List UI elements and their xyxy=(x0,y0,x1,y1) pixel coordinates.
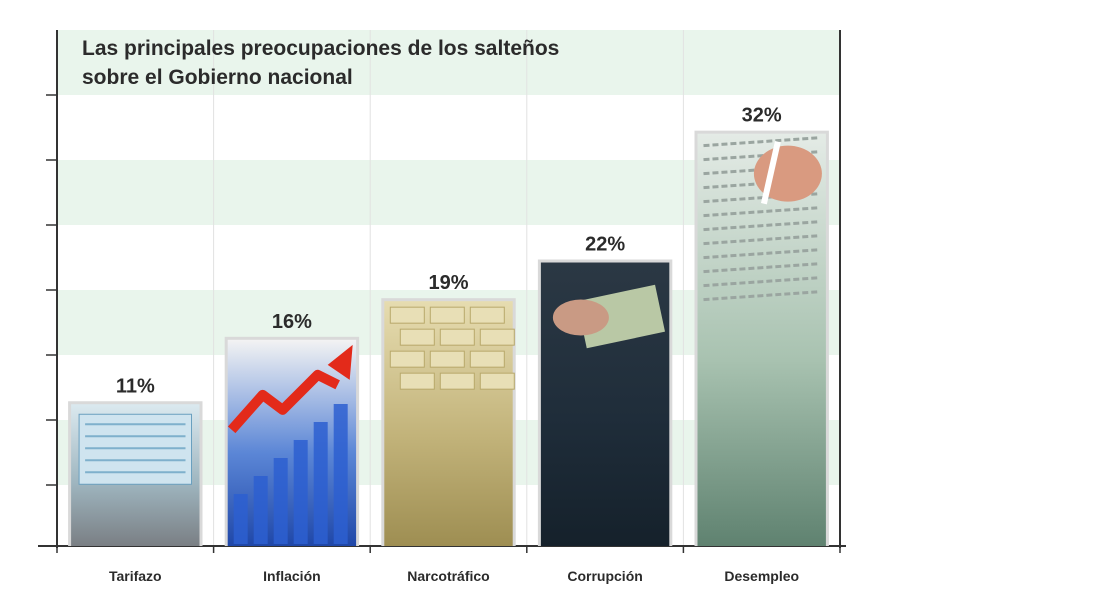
package-block xyxy=(479,328,515,346)
chart-subtitle: sobre el Gobierno nacional xyxy=(82,66,353,89)
category-labels: Tarifazo Inflación Narcotráfico Corrupción D… xyxy=(109,568,799,584)
package-block xyxy=(429,350,465,368)
trend-arrow-line xyxy=(227,369,340,434)
inflation-column xyxy=(293,440,308,544)
bars xyxy=(68,130,829,546)
package-block xyxy=(469,350,505,368)
money-bills xyxy=(576,284,666,349)
inflation-column xyxy=(233,494,248,544)
newspaper-line xyxy=(703,150,821,162)
value-label: 11% xyxy=(116,375,155,397)
value-labels: 11% 16% 19% 22% 32% xyxy=(116,105,782,398)
value-label: 32% xyxy=(742,105,782,127)
newspaper-line xyxy=(703,262,821,274)
package-block xyxy=(389,306,425,324)
pen-shape xyxy=(760,140,781,205)
hand-shape xyxy=(552,299,609,336)
package-block xyxy=(439,372,475,390)
category-label: Tarifazo xyxy=(109,568,162,584)
value-label: 16% xyxy=(272,311,312,333)
category-label: Desempleo xyxy=(724,568,799,584)
newspaper-line xyxy=(703,276,821,288)
chart-title: Las principales preocupaciones de los sa… xyxy=(82,37,560,60)
newspaper-line xyxy=(703,192,821,204)
inflation-column xyxy=(333,404,348,544)
package-block xyxy=(429,306,465,324)
inflation-column xyxy=(253,476,268,544)
trend-arrow-head xyxy=(327,344,353,380)
package-block xyxy=(469,306,505,324)
chart-title-block: Las principales preocupaciones de los sa… xyxy=(82,34,559,92)
value-label: 22% xyxy=(585,234,625,256)
value-label: 19% xyxy=(428,272,468,294)
package-block xyxy=(389,350,425,368)
category-label: Inflación xyxy=(263,568,321,584)
package-block xyxy=(399,328,435,346)
category-label: Corrupción xyxy=(567,568,642,584)
inflation-column xyxy=(273,458,288,544)
newspaper-line xyxy=(703,136,821,148)
package-block xyxy=(399,372,435,390)
newspaper-line xyxy=(703,234,821,246)
package-block xyxy=(439,328,475,346)
vertical-gridlines xyxy=(213,30,684,546)
newspaper-line xyxy=(703,290,821,302)
newspaper-line xyxy=(703,206,821,218)
grid-band xyxy=(57,30,840,95)
category-label: Narcotráfico xyxy=(407,568,489,584)
inflation-column xyxy=(313,422,328,544)
newspaper-line xyxy=(703,248,821,260)
package-block xyxy=(479,372,515,390)
newspaper-line xyxy=(703,220,821,232)
